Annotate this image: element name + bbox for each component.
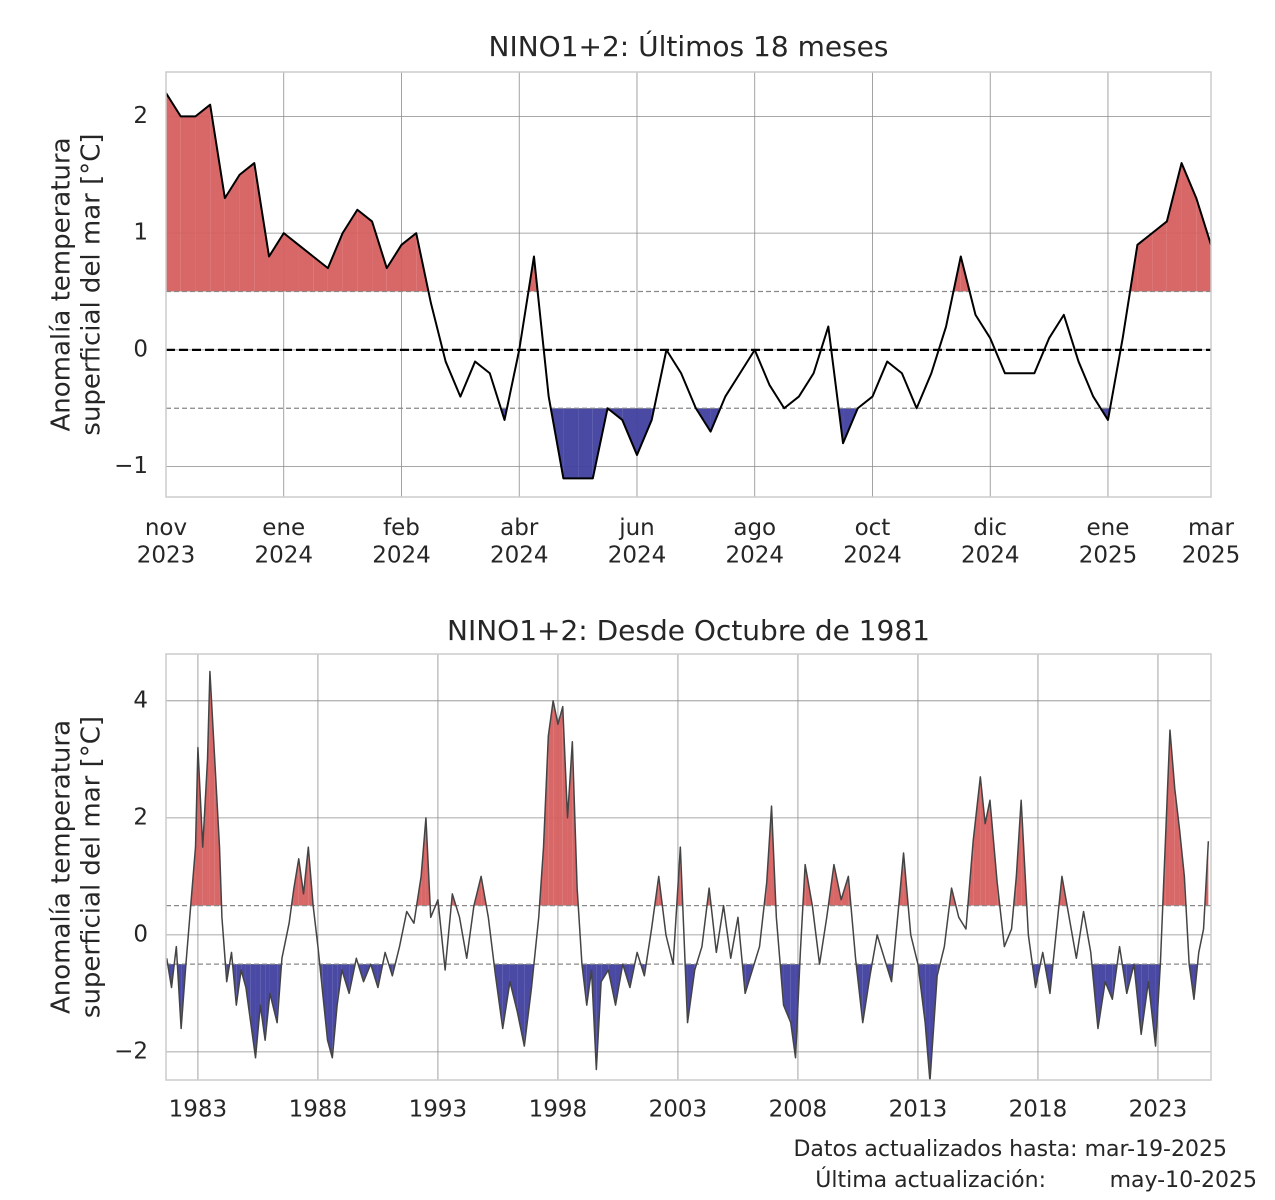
fill-below xyxy=(601,964,609,982)
fill-above xyxy=(209,671,215,906)
plot-frame xyxy=(165,71,1212,498)
y-tick-label: −1 xyxy=(114,453,148,479)
y-axis-label: superficial del mar [°C] xyxy=(77,133,107,435)
fill-above xyxy=(207,671,210,906)
fill-above xyxy=(283,233,299,292)
x-tick-label: nov 2023 xyxy=(137,515,196,569)
y-axis-label: Anomalía temperatura xyxy=(47,720,77,1014)
x-tick-label: ene 2024 xyxy=(254,515,313,569)
x-tick-label: 1988 xyxy=(289,1097,348,1123)
fill-above xyxy=(372,221,387,292)
x-tick-label: 2008 xyxy=(769,1097,828,1123)
fill-above xyxy=(357,209,373,292)
fill-above xyxy=(985,800,990,906)
fill-below xyxy=(269,964,278,1023)
fill-above xyxy=(180,116,196,292)
footer-last-update-value: may-10-2025 xyxy=(1110,1168,1257,1193)
y-tick-label: −2 xyxy=(114,1038,148,1064)
fill-above xyxy=(553,700,558,906)
y-tick-label: 2 xyxy=(133,804,148,830)
x-tick-label: abr 2024 xyxy=(490,515,549,569)
x-tick-label: 1983 xyxy=(169,1097,228,1123)
fill-below xyxy=(622,408,637,455)
y-axis-label: superficial del mar [°C] xyxy=(77,716,107,1018)
fill-below xyxy=(260,964,266,1041)
fill-above xyxy=(1196,198,1211,292)
fill-above xyxy=(327,233,343,292)
plot-frame xyxy=(165,653,1212,1081)
fill-below xyxy=(1105,964,1113,1000)
fill-above xyxy=(298,244,314,292)
y-tick-label: 0 xyxy=(133,921,148,947)
footer-updated: Datos actualizados hasta: mar-19-2025 xyxy=(793,1137,1227,1162)
y-tick-label: 1 xyxy=(133,220,148,246)
fill-below xyxy=(790,964,796,1058)
fill-below xyxy=(563,408,579,479)
fill-above xyxy=(210,104,225,292)
fill-above xyxy=(1137,233,1153,292)
fill-above xyxy=(239,163,255,292)
fill-below xyxy=(578,408,593,479)
fill-above xyxy=(567,741,573,906)
fill-above xyxy=(557,706,563,906)
fill-above xyxy=(269,233,284,292)
x-tick-label: jun 2024 xyxy=(608,515,667,569)
chart-title: NINO1+2: Desde Octubre de 1981 xyxy=(447,614,930,647)
fill-below xyxy=(250,964,256,1058)
fill-above xyxy=(386,244,402,292)
fill-above xyxy=(254,163,270,292)
fill-above xyxy=(562,706,568,906)
fill-below xyxy=(255,964,261,1058)
fill-below xyxy=(245,964,251,1023)
fill-above xyxy=(1181,163,1197,292)
fill-below xyxy=(636,408,652,455)
fill-above xyxy=(342,209,358,292)
fill-above xyxy=(980,776,986,906)
fill-above xyxy=(195,104,211,292)
y-tick-label: 2 xyxy=(133,103,148,129)
x-tick-label: ago 2024 xyxy=(725,515,784,569)
fill-above xyxy=(401,233,417,292)
x-tick-label: 2023 xyxy=(1129,1097,1188,1123)
fill-above xyxy=(973,776,981,906)
x-tick-label: dic 2024 xyxy=(961,515,1020,569)
x-tick-label: 2003 xyxy=(649,1097,708,1123)
x-tick-label: 2013 xyxy=(889,1097,948,1123)
fill-above xyxy=(224,174,240,292)
plot-area xyxy=(166,670,1211,1080)
x-tick-label: feb 2024 xyxy=(372,515,431,569)
line xyxy=(166,92,1211,480)
fill-above xyxy=(548,700,554,906)
line xyxy=(166,670,1210,1080)
y-axis-label: Anomalía temperatura xyxy=(47,137,77,431)
chart-title: NINO1+2: Últimos 18 meses xyxy=(489,29,889,63)
plot-area xyxy=(166,92,1211,480)
x-tick-label: 1993 xyxy=(409,1097,468,1123)
fill-below xyxy=(517,964,525,1047)
fill-below xyxy=(327,964,333,1058)
fill-above xyxy=(202,759,208,906)
fill-above xyxy=(166,93,181,292)
fill-above xyxy=(1169,730,1175,906)
footer-last-update-label: Última actualización: xyxy=(815,1167,1046,1193)
fill-above xyxy=(1152,221,1167,292)
x-tick-label: 2018 xyxy=(1009,1097,1068,1123)
fill-below xyxy=(925,964,930,1080)
fill-above xyxy=(1166,163,1182,292)
y-tick-label: 0 xyxy=(133,336,148,362)
fill-above xyxy=(214,759,220,906)
x-tick-label: mar 2025 xyxy=(1182,515,1241,569)
x-tick-label: 1998 xyxy=(529,1097,588,1123)
fill-below xyxy=(332,964,338,1058)
fill-above xyxy=(1174,788,1180,906)
fill-below xyxy=(509,964,518,1011)
y-tick-label: 4 xyxy=(133,687,148,713)
x-tick-label: oct 2024 xyxy=(843,515,902,569)
x-tick-label: ene 2025 xyxy=(1079,515,1138,569)
